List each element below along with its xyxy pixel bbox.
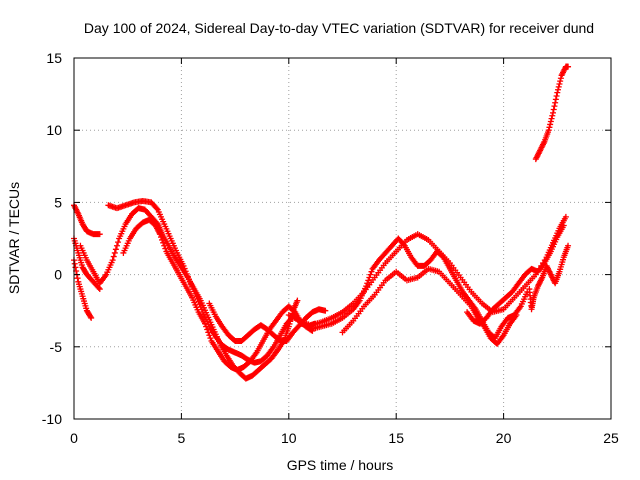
data-point [322,307,329,314]
data-point [560,222,567,229]
data-point [202,320,209,327]
data-point [294,297,301,304]
data-point [112,246,119,253]
grid-lines [74,58,611,419]
data-point [161,242,168,249]
data-point [550,106,557,113]
plot-frame [73,57,612,420]
x-axis-label: GPS time / hours [287,457,394,473]
series-track-10 [339,265,520,347]
data-point [109,257,116,264]
axis-ticks [73,57,612,420]
data-point [366,274,373,281]
series-track-6 [120,216,318,373]
series-track-7 [206,300,329,345]
y-tick-label: 10 [46,122,62,138]
data-point [552,99,559,106]
data-point [553,93,560,100]
data-point [546,124,553,131]
data-point [547,118,554,125]
data-point [565,63,572,70]
series-track-11 [464,222,567,327]
series-track-1 [71,202,103,238]
data-point [555,83,562,90]
data-point [367,271,374,278]
data-point [204,326,211,333]
y-tick-label: -10 [42,411,62,427]
data-point [363,283,370,290]
y-tick-label: 15 [46,50,62,66]
data-point [368,268,375,275]
data-point [113,242,120,249]
data-point [552,96,559,103]
data-point [88,314,95,321]
x-tick-label: 0 [70,430,78,446]
x-tick-label: 15 [388,430,404,446]
data-point [565,242,572,249]
data-point [364,280,371,287]
data-point [111,249,118,256]
data-point [157,234,164,241]
data-point [555,86,562,93]
data-point [365,277,372,284]
data-point [95,284,102,291]
data-point [115,239,122,246]
data-point [549,112,556,119]
data-point [550,109,557,116]
y-tick-label: 5 [54,194,62,210]
series-track-13 [532,63,572,163]
x-tick-label: 20 [496,430,512,446]
data-markers [71,63,572,382]
data-point [557,78,564,85]
data-point [153,205,160,212]
data-point [545,127,552,134]
chart-title: Day 100 of 2024, Sidereal Day-to-day VTE… [84,20,594,36]
data-point [554,89,561,96]
tick-labels: 0 5 10 15 20 25 -10 -5 0 5 10 15 [42,50,619,446]
data-point [72,264,79,271]
data-point [547,121,554,128]
data-point [513,312,520,319]
data-point [551,103,558,110]
data-point [548,115,555,122]
x-tick-label: 10 [281,430,297,446]
data-point [96,286,103,293]
y-tick-label: 0 [54,267,62,283]
x-tick-label: 5 [178,430,186,446]
data-point [74,275,81,282]
data-point [556,80,563,87]
data-point [562,213,569,220]
data-point [159,236,166,243]
y-axis-label: SDTVAR / TECUs [6,182,22,294]
data-point [557,75,564,82]
data-point [400,241,407,248]
data-point [206,332,213,339]
data-point [96,231,103,238]
data-point [87,313,94,320]
series-track-4 [77,205,301,382]
series-track-9 [307,235,531,342]
series-track-12 [526,242,572,313]
data-point [203,323,210,330]
y-tick-label: -5 [50,339,63,355]
data-point [205,329,212,336]
data-point [71,260,78,267]
data-point [156,231,163,238]
data-point [110,253,117,260]
data-point [160,239,167,246]
data-point [162,245,169,252]
x-tick-label: 25 [603,430,619,446]
data-point [207,335,214,342]
series-track-2 [71,235,103,293]
